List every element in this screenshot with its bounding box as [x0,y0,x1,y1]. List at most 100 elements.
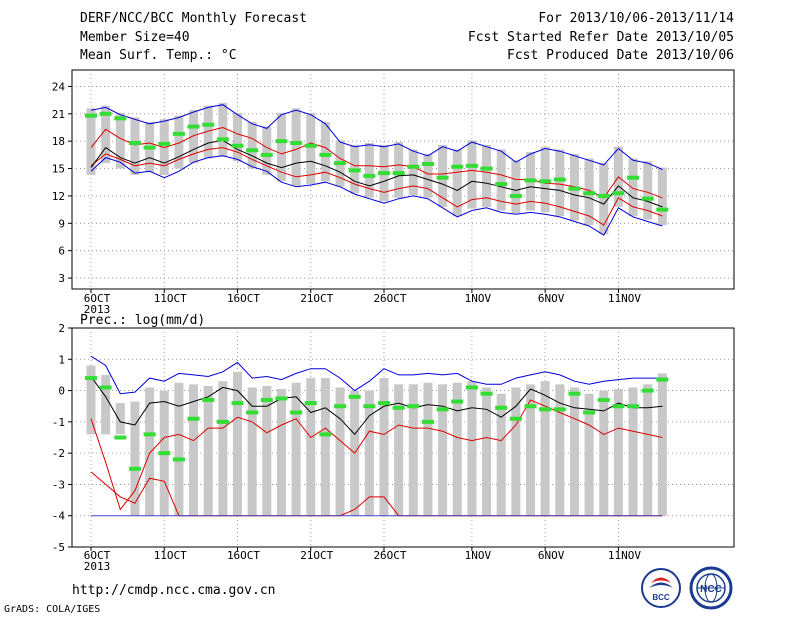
median-marker [172,457,185,462]
median-marker [99,385,112,390]
median-marker [172,131,185,136]
median-marker [246,410,259,415]
median-marker [407,404,420,409]
median-marker [202,122,215,127]
x-tick-label: 1NOV [465,292,492,305]
median-marker [158,451,171,456]
median-marker [656,207,669,212]
spread-box [643,161,653,220]
median-marker [348,168,361,173]
median-marker [656,377,669,382]
x-tick-label: 16OCT [227,292,260,305]
x-tick-label: 6OCT [84,292,111,305]
source-url[interactable]: http://cmdp.ncc.cma.gov.cn [72,583,276,598]
median-marker [539,179,552,184]
spread-box [511,387,521,516]
spread-box [643,384,653,516]
x-tick-label: 26OCT [373,549,406,562]
spread-box [482,144,492,207]
spread-box [86,365,96,435]
panel-title: Prec.: log(mm/d) [80,313,205,328]
spread-box [262,385,272,516]
median-marker [480,391,493,396]
median-marker [246,148,259,153]
median-marker [597,397,610,402]
chart-panel-1: 3 6 9 12 15 18 21 24 6OCT 11OCT 16OCT 21OCT 26OCT 1NO… [52,69,735,316]
spread-box [613,389,623,516]
spread-box [394,384,404,516]
spread-box [86,108,96,175]
median-marker [187,416,200,421]
median-marker [612,404,625,409]
median-marker [275,396,288,401]
y-tick-label: 6 [58,245,65,258]
start-date-label: Fcst Started Refer Date 2013/10/05 [467,30,734,45]
y-tick-label: 0 [58,385,65,398]
spread-box [115,112,125,169]
spread-box [233,112,242,162]
y-tick-label: -5 [52,541,65,554]
median-marker [509,416,522,421]
x-year-label: 2013 [84,303,111,316]
spread-box [364,143,374,198]
median-marker [568,391,581,396]
series-max-line [90,104,663,170]
x-tick-label: 11OCT [154,549,187,562]
median-marker [509,193,522,198]
spread-box [452,382,462,516]
ncc-logo-text: NCC [700,584,722,595]
spread-box [130,401,140,516]
x-year-label: 2013 [84,560,111,573]
median-marker [451,399,464,404]
median-marker [378,171,390,176]
member-size-label: Member Size=40 [80,30,190,45]
median-marker [187,124,200,129]
median-marker [319,152,332,157]
median-marker [114,116,127,121]
median-marker [143,145,156,150]
median-marker [319,432,332,437]
spread-box [408,149,418,196]
y-tick-label: 15 [52,163,65,176]
spread-box [526,384,535,516]
x-tick-label: 16OCT [227,549,260,562]
spread-box [467,140,477,209]
spread-box [233,371,242,516]
series-upper-red-line [90,399,663,511]
y-tick-label: 1 [58,353,65,366]
median-marker [612,191,625,196]
y-tick-label: 12 [52,190,65,203]
spread-box [467,381,477,516]
spread-box [438,384,448,516]
spread-box [379,378,389,516]
spread-box [218,381,228,516]
spread-box [496,149,506,211]
spread-box [496,393,506,516]
spread-box [320,378,330,516]
spread-box [291,382,301,516]
median-marker [465,163,478,168]
series-mean-line [90,139,663,208]
median-marker [495,182,508,187]
median-marker [143,432,156,437]
median-marker [597,193,610,198]
spread-box [101,374,111,435]
spread-box [145,387,155,516]
bcc-logo-text: BCC [652,593,670,602]
median-marker [539,407,552,412]
spread-box [203,385,213,516]
median-marker [304,401,317,406]
y-tick-label: 3 [58,272,65,285]
series-min-line [90,155,663,236]
y-tick-label: 18 [52,135,65,148]
median-marker [363,173,376,178]
median-marker [480,166,493,171]
x-tick-label: 6NOV [538,292,565,305]
median-marker [583,191,596,196]
spread-box [247,387,257,516]
y-tick-label: 2 [58,322,65,335]
y-tick-label: -1 [52,416,65,429]
median-marker [627,175,640,180]
spread-box [394,142,404,198]
spread-box [657,167,667,226]
